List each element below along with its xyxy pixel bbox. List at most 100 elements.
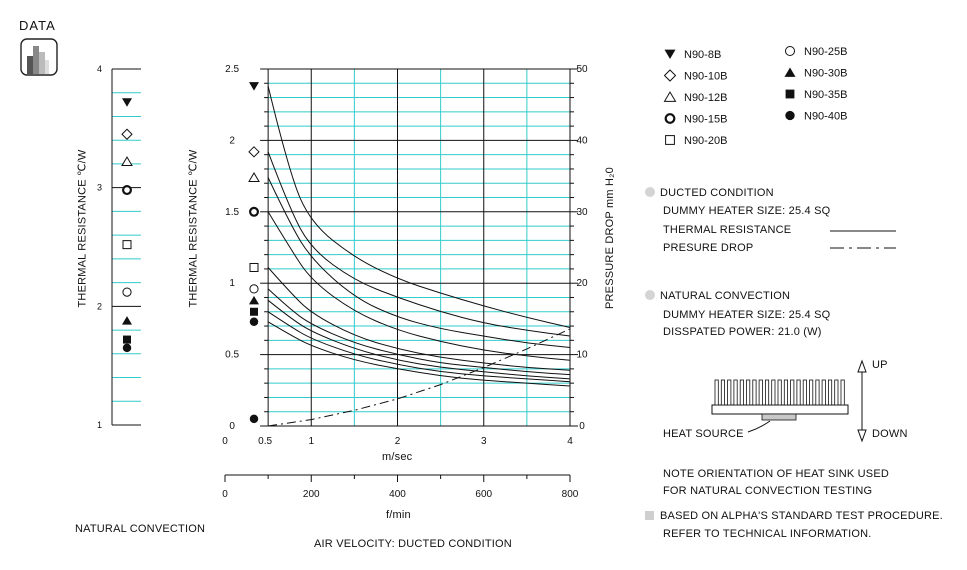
natural-convection-title: NATURAL CONVECTION — [645, 290, 790, 302]
point-n90-10b — [248, 146, 260, 158]
y2-tick-label: 0 — [579, 421, 585, 432]
y-tick-label: 0 — [229, 421, 235, 432]
left-x-label: NATURAL CONVECTION — [75, 523, 206, 535]
orientation-note-2: FOR NATURAL CONVECTION TESTING — [663, 485, 873, 497]
y-tick-label: 2.5 — [225, 64, 239, 75]
data-logo-icon — [20, 38, 58, 76]
heat-sink-fin — [809, 379, 814, 406]
curve-n90-15b — [267, 211, 571, 361]
x2-tick-label: 400 — [389, 489, 406, 500]
heat-sink-fin — [733, 379, 738, 406]
curve-n90-30b — [267, 299, 571, 380]
point-n90-15b — [249, 206, 260, 217]
y2-tick-label: 10 — [576, 350, 588, 361]
orientation-note-1: NOTE ORIENTATION OF HEAT SINK USED — [663, 468, 890, 480]
point-n90-25b — [249, 284, 259, 294]
ducted-heater-size: DUMMY HEATER SIZE: 25.4 SQ — [663, 205, 831, 217]
heat-source-label: HEAT SOURCE — [663, 428, 744, 440]
square-bullet-icon — [645, 511, 654, 520]
curve-n90-40b — [267, 321, 571, 387]
natural-convection-chart: 1 2 3 4 — [97, 64, 141, 430]
left-y-tick-label: 4 — [97, 64, 102, 74]
left-point-n90-20b — [122, 240, 132, 250]
point-n90-35b — [250, 307, 258, 316]
legend-label-n90-35b: N90-35B — [804, 89, 847, 101]
left-y-tick-label: 2 — [97, 301, 102, 311]
heat-sink-fin — [777, 379, 782, 406]
legend-label-n90-10b: N90-10B — [684, 71, 727, 83]
y2-tick-label: 40 — [576, 135, 588, 146]
curve-n90-8b — [267, 85, 571, 328]
x-tick-label: 0 — [222, 436, 228, 447]
point-n90-20b — [249, 262, 259, 272]
data-label: DATA — [19, 18, 56, 33]
based-note-1: BASED ON ALPHA'S STANDARD TEST PROCEDURE… — [645, 510, 943, 522]
heat-sink-fin — [714, 379, 719, 406]
legend-label-n90-25b: N90-25B — [804, 46, 847, 58]
left-point-n90-35b — [123, 335, 131, 344]
dissipated-power: DISSPATED POWER: 21.0 (W) — [663, 326, 822, 338]
left-point-n90-12b — [121, 156, 133, 167]
main-chart-caption: AIR VELOCITY: DUCTED CONDITION — [314, 538, 512, 550]
bullet-icon — [645, 290, 655, 300]
heat-sink-fin — [746, 379, 751, 406]
left-point-n90-25b — [122, 287, 132, 297]
natural-heater-size: DUMMY HEATER SIZE: 25.4 SQ — [663, 309, 831, 321]
main-x-axis-label: m/sec — [382, 451, 413, 463]
y2-tick-label: 50 — [576, 64, 588, 75]
heat-sink-diagram — [711, 359, 867, 443]
left-point-n90-8b — [122, 98, 132, 107]
heat-sink-fin — [771, 379, 776, 406]
heat-sink-fin — [815, 379, 820, 406]
heat-sink-fin — [720, 379, 725, 406]
heat-sink-fin — [739, 379, 744, 406]
legend-label-n90-40b: N90-40B — [804, 111, 847, 123]
legend-marker-n90-8b — [664, 49, 676, 59]
heat-source-block — [761, 413, 797, 421]
legend-label-n90-20b: N90-20B — [684, 135, 727, 147]
x2-tick-label: 800 — [562, 489, 579, 500]
curve-n90-25b — [267, 288, 571, 376]
bullet-icon — [645, 187, 655, 197]
thermal-resistance-key: THERMAL RESISTANCE — [663, 224, 792, 236]
left-y-tick-label: 3 — [97, 183, 102, 193]
heat-sink-fin — [758, 379, 763, 406]
x2-tick-label: 0 — [222, 489, 228, 500]
x-tick-label: 0.5 — [258, 436, 272, 447]
heat-sink-fin — [828, 379, 833, 406]
heat-sink-fin — [840, 379, 845, 406]
left-point-n90-30b — [122, 316, 132, 325]
x-tick-label: 3 — [481, 436, 487, 447]
legend-label-n90-12b: N90-12B — [684, 92, 727, 104]
legend-marker-n90-20b — [665, 135, 675, 145]
point-n90-40b — [249, 317, 259, 327]
curve-n90-10b — [267, 151, 571, 337]
heat-sink-fin — [796, 379, 801, 406]
curve-n90-12b — [267, 177, 571, 348]
x2-tick-label: 200 — [303, 489, 320, 500]
legend-label-n90-8b: N90-8B — [684, 49, 721, 61]
y-tick-label: 1.5 — [225, 207, 239, 218]
legend-marker-n90-10b — [663, 69, 677, 82]
x-tick-label: 1 — [308, 436, 314, 447]
left-y-tick-label: 1 — [97, 420, 102, 430]
left-y-axis-label: THERMAL RESISTANCE ℃/W — [76, 149, 89, 308]
legend-marker-n90-40b — [785, 110, 795, 121]
pressure-drop-key: PRESURE DROP — [663, 242, 754, 254]
main-x2-axis-label: f/min — [386, 509, 411, 521]
legend-marker-n90-35b — [785, 89, 795, 99]
down-arrow-icon — [857, 429, 867, 443]
curve-n90-20b — [267, 267, 571, 371]
legend-marker-n90-25b — [784, 45, 796, 57]
up-arrow-icon — [857, 359, 867, 373]
heat-sink-fin — [752, 379, 757, 406]
x-tick-label: 4 — [567, 436, 573, 447]
heat-sink-fin — [790, 379, 795, 406]
legend: N90-8B N90-10B N90-12B N90-15B N90-20B N90-25… — [663, 45, 896, 249]
up-label: UP — [872, 359, 888, 371]
heat-sink-fin — [765, 379, 770, 406]
legend-label-n90-30b: N90-30B — [804, 68, 847, 80]
based-note-2: REFER TO TECHNICAL INFORMATION. — [663, 528, 872, 540]
